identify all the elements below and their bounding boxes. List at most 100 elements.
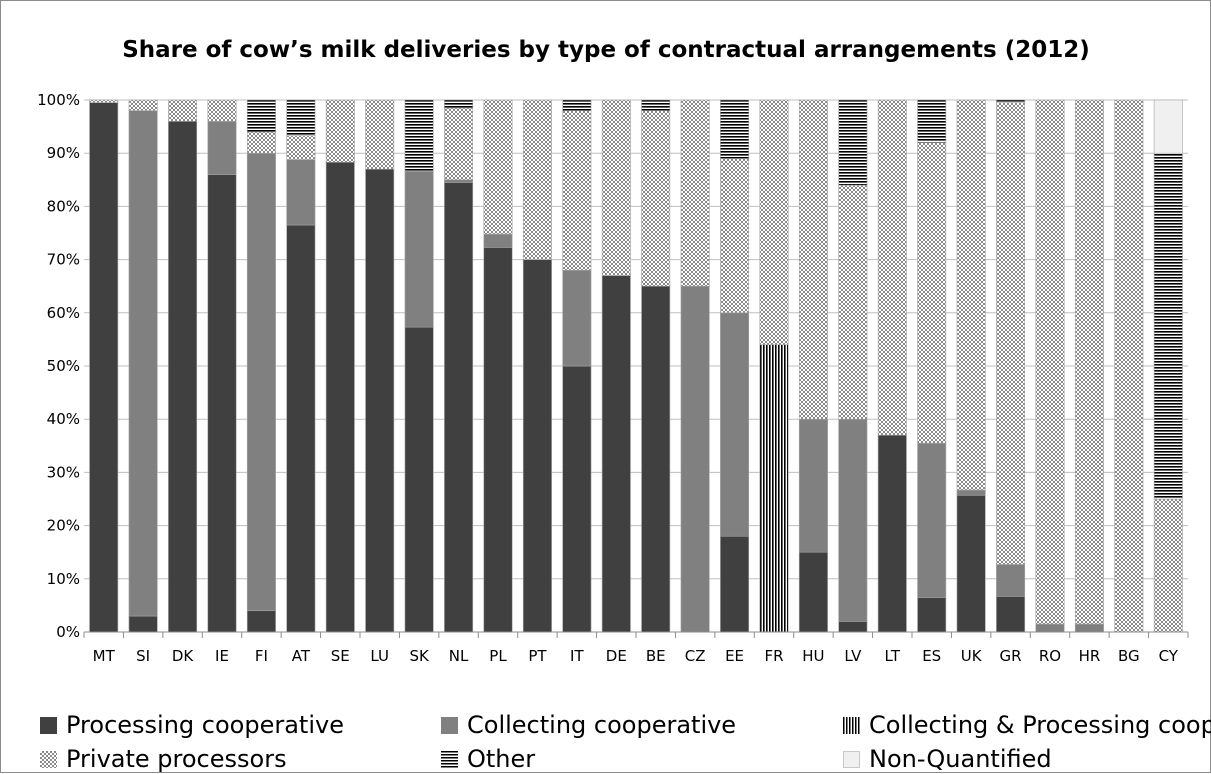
y-tick-label: 40% xyxy=(47,410,80,428)
x-tick-label: CZ xyxy=(685,647,706,665)
bar-segment-cz-1 xyxy=(680,285,710,633)
bar-segment-dk-3 xyxy=(168,99,198,122)
legend-label: Private processors xyxy=(66,745,287,773)
bar-segment-be-0 xyxy=(641,285,671,633)
bar-segment-cy-3 xyxy=(1153,498,1183,633)
bar-segment-nl-3 xyxy=(444,107,474,181)
x-tick-label: PL xyxy=(489,647,507,665)
bar-segment-pt-0 xyxy=(522,259,552,633)
x-tick-label: NL xyxy=(449,647,469,665)
bar-segment-mt-3 xyxy=(89,99,119,103)
bar-segment-fi-3 xyxy=(246,131,276,154)
bar-segment-de-0 xyxy=(601,275,631,633)
bar-segment-gr-0 xyxy=(996,596,1026,633)
bar-segment-cz-3 xyxy=(680,99,710,287)
bar-segment-fr-3 xyxy=(759,99,789,346)
bars xyxy=(89,99,1183,633)
bar-segment-lv-1 xyxy=(838,418,868,622)
bar-segment-dk-0 xyxy=(168,120,198,633)
bar-segment-lu-3 xyxy=(365,99,395,170)
legend-label: Collecting & Processing coop. xyxy=(869,711,1211,739)
x-tick-label: RO xyxy=(1039,647,1061,665)
bar-segment-uk-1 xyxy=(956,489,986,496)
bar-segment-cy-5 xyxy=(1153,99,1183,154)
bar-segment-uk-0 xyxy=(956,494,986,633)
bar-segment-bg-3 xyxy=(1114,99,1144,633)
bar-segment-gr-1 xyxy=(996,564,1026,597)
x-tick-label: HU xyxy=(802,647,824,665)
bar-segment-fi-4 xyxy=(246,99,276,133)
bar-segment-fi-0 xyxy=(246,610,276,633)
x-tick-label: IE xyxy=(215,647,229,665)
bar-segment-se-0 xyxy=(325,161,355,633)
bar-segment-at-4 xyxy=(286,99,316,136)
bar-segment-hr-1 xyxy=(1074,623,1104,633)
bar-segment-ie-3 xyxy=(207,99,237,122)
x-tick-label: AT xyxy=(292,647,311,665)
bar-segment-es-0 xyxy=(917,597,947,633)
legend-swatch-solid-dark xyxy=(40,716,57,734)
bar-segment-lt-0 xyxy=(877,434,907,633)
bar-segment-ie-0 xyxy=(207,174,237,633)
bar-segment-es-3 xyxy=(917,142,947,444)
y-tick-label: 100% xyxy=(37,91,80,109)
legend-label: Collecting cooperative xyxy=(467,711,737,739)
bar-segment-es-4 xyxy=(917,99,947,143)
x-tick-label: SI xyxy=(136,647,150,665)
legend-label: Other xyxy=(467,745,536,773)
x-tick-label: GR xyxy=(1000,647,1022,665)
stacked-bar-chart: Share of cow’s milk deliveries by type o… xyxy=(37,37,1189,665)
y-tick-label: 80% xyxy=(47,197,80,215)
bar-segment-ro-1 xyxy=(1035,623,1065,633)
bar-segment-at-3 xyxy=(286,135,316,160)
legend-item-collecting-processing-coop: Collecting & Processing coop. xyxy=(843,711,1211,739)
x-tick-label: MT xyxy=(93,647,116,665)
bar-segment-it-1 xyxy=(562,269,592,367)
bar-segment-si-0 xyxy=(128,615,158,633)
bar-segment-lt-3 xyxy=(877,99,907,436)
bar-segment-nl-4 xyxy=(444,99,474,109)
bar-segment-at-0 xyxy=(286,224,316,633)
bar-segment-hu-1 xyxy=(798,418,828,553)
x-tick-label: UK xyxy=(961,647,983,665)
bar-segment-mt-0 xyxy=(89,102,119,633)
legend-label: Processing cooperative xyxy=(66,711,344,739)
bar-segment-pt-3 xyxy=(522,99,552,260)
legend-swatch-vertical-lines xyxy=(843,716,860,734)
legend-item-collecting-cooperative: Collecting cooperative xyxy=(441,711,736,739)
bar-segment-uk-3 xyxy=(956,99,986,491)
bar-segment-pl-3 xyxy=(483,99,513,235)
x-tick-label: DE xyxy=(606,647,627,665)
legend-swatch-horizontal-lines xyxy=(441,750,458,768)
bar-segment-hu-3 xyxy=(798,99,828,420)
x-tick-label: FI xyxy=(255,647,268,665)
bar-segment-hr-3 xyxy=(1074,99,1104,625)
x-axis-ticks: MT SI DK IE FI AT SE LU SK NL PL PT IT DE BE CZ EE FR HU LV… xyxy=(83,632,1189,665)
bar-segment-lv-0 xyxy=(838,621,868,633)
y-tick-label: 60% xyxy=(47,304,80,322)
bar-segment-lv-4 xyxy=(838,99,868,186)
x-tick-label: IT xyxy=(570,647,584,665)
x-tick-label: LU xyxy=(370,647,389,665)
legend-item-non-quantified: Non-Quantified xyxy=(843,745,1052,773)
bar-segment-ee-4 xyxy=(720,99,750,159)
bar-segment-ie-1 xyxy=(207,120,237,175)
bar-segment-sk-4 xyxy=(404,99,434,172)
bar-segment-ee-3 xyxy=(720,158,750,314)
bar-segment-fr-2 xyxy=(759,344,789,633)
bar-segment-gr-3 xyxy=(996,102,1026,565)
x-tick-label: EE xyxy=(725,647,744,665)
x-tick-label: BG xyxy=(1118,647,1140,665)
bar-segment-nl-1 xyxy=(444,179,474,183)
y-tick-label: 50% xyxy=(47,357,80,375)
y-tick-label: 90% xyxy=(47,144,80,162)
chart-title: Share of cow’s milk deliveries by type o… xyxy=(122,37,1090,63)
legend-swatch-checker xyxy=(40,750,57,768)
x-tick-label: SE xyxy=(331,647,350,665)
bar-segment-lu-0 xyxy=(365,168,395,633)
x-tick-label: BE xyxy=(646,647,666,665)
bar-segment-pl-0 xyxy=(483,247,513,633)
bar-segment-ee-1 xyxy=(720,312,750,537)
bar-segment-si-1 xyxy=(128,110,158,617)
